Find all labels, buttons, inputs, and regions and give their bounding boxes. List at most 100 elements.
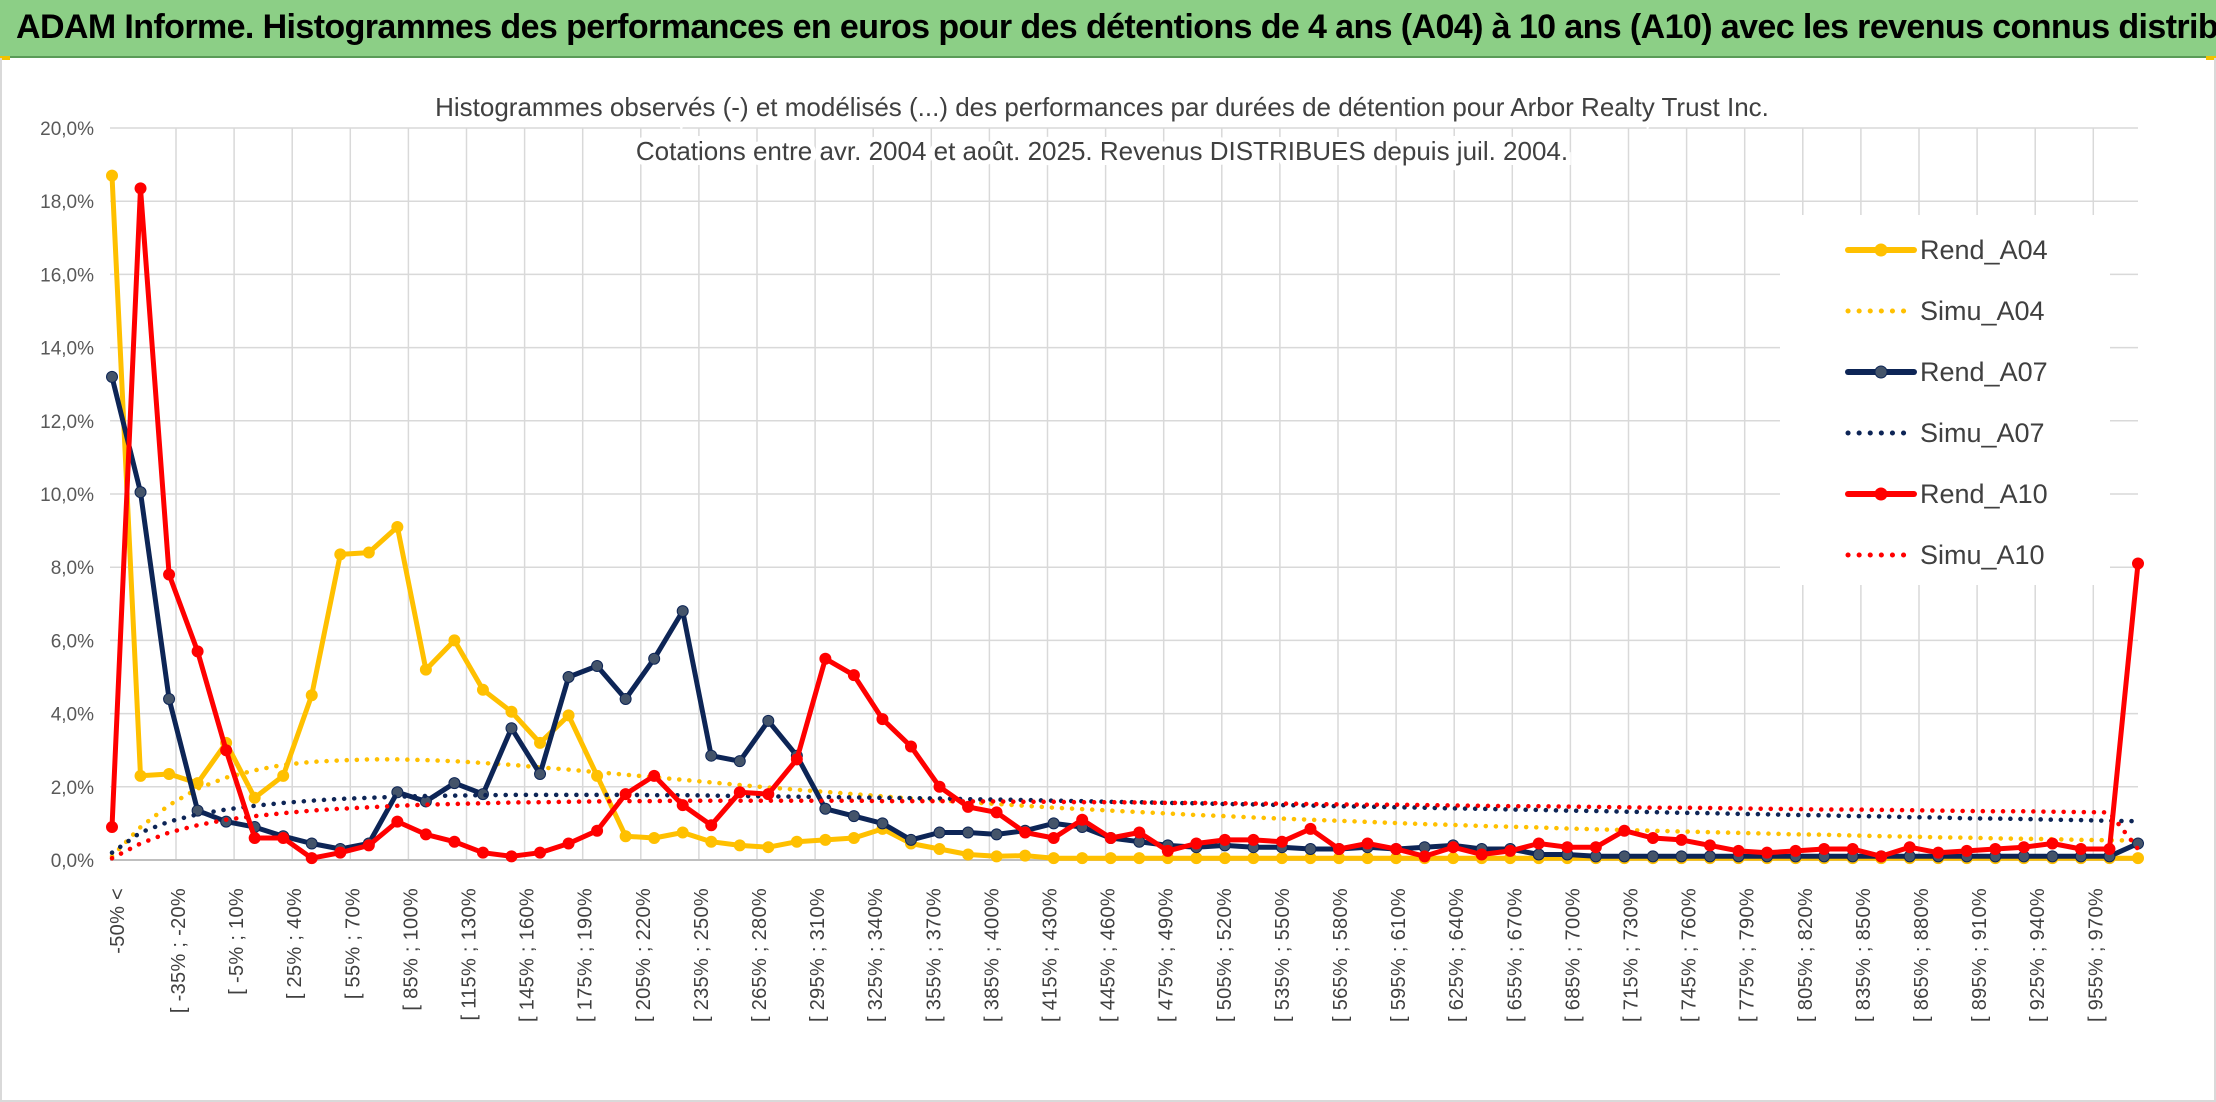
legend-label: Simu_A04 xyxy=(1920,296,2045,326)
data-point-rend-a04 xyxy=(305,689,318,702)
data-point-rend-a10 xyxy=(277,832,290,845)
data-point-rend-a10 xyxy=(1218,833,1231,846)
data-point-rend-a10 xyxy=(1076,813,1089,826)
data-point-rend-a10 xyxy=(1275,835,1288,848)
legend-marker xyxy=(1874,243,1888,257)
x-tick-label: [ 805% ; 820% xyxy=(1795,888,1817,1022)
data-point-rend-a10 xyxy=(1019,826,1032,839)
data-point-rend-a10 xyxy=(448,835,461,848)
series-line-simu-a07 xyxy=(109,792,2141,855)
data-point-rend-a07 xyxy=(591,660,604,673)
legend-label: Rend_A07 xyxy=(1920,357,2048,387)
data-point-rend-a04 xyxy=(476,683,489,696)
data-point-rend-a10 xyxy=(1161,844,1174,857)
data-point-rend-a04 xyxy=(1361,852,1374,865)
y-tick-label: 18,0% xyxy=(40,192,94,213)
corner-accent-left xyxy=(0,56,10,60)
data-point-rend-a04 xyxy=(1133,852,1146,865)
data-point-rend-a10 xyxy=(1703,839,1716,852)
data-point-rend-a10 xyxy=(648,769,661,782)
x-tick-label: [ 475% ; 490% xyxy=(1156,888,1178,1022)
data-point-rend-a10 xyxy=(962,800,975,813)
axis-layer: 0,0% 2,0% 4,0% 6,0% 8,0% 10,0% 12,0% 14,0% 16,0%… xyxy=(40,119,2138,1022)
data-point-rend-a10 xyxy=(1418,850,1431,863)
data-point-rend-a10 xyxy=(1304,822,1317,835)
data-point-rend-a10 xyxy=(2017,841,2030,854)
data-point-rend-a07 xyxy=(534,767,547,780)
data-point-rend-a10 xyxy=(1104,832,1117,845)
data-point-rend-a07 xyxy=(933,826,946,839)
data-point-rend-a04 xyxy=(676,826,689,839)
data-point-rend-a10 xyxy=(248,832,261,845)
x-tick-label: [ 505% ; 520% xyxy=(1214,888,1236,1022)
y-tick-label: 12,0% xyxy=(40,412,94,433)
data-point-rend-a10 xyxy=(733,786,746,799)
data-point-rend-a10 xyxy=(391,815,404,828)
data-point-rend-a10 xyxy=(1675,833,1688,846)
legend-label: Rend_A04 xyxy=(1920,235,2048,265)
y-tick-label: 8,0% xyxy=(51,558,94,579)
data-point-rend-a07 xyxy=(562,671,575,683)
data-point-rend-a04 xyxy=(534,736,547,749)
x-tick-label: [ 655% ; 670% xyxy=(1504,888,1526,1022)
series-layer xyxy=(106,169,2144,865)
x-tick-label: [ 295% ; 310% xyxy=(807,888,829,1022)
data-point-rend-a04 xyxy=(962,848,975,861)
data-point-rend-a04 xyxy=(1247,852,1260,865)
data-point-rend-a04 xyxy=(2132,852,2144,865)
data-point-rend-a10 xyxy=(163,568,176,581)
x-tick-label: [ 835% ; 850% xyxy=(1853,888,1875,1022)
data-point-rend-a10 xyxy=(2103,843,2116,856)
data-point-rend-a10 xyxy=(819,652,832,665)
data-point-rend-a04 xyxy=(419,663,432,676)
data-point-rend-a07 xyxy=(305,837,318,850)
data-point-rend-a04 xyxy=(648,832,661,845)
data-point-rend-a07 xyxy=(1703,850,1716,863)
chart-title: Histogrammes observés (-) et modélisés (… xyxy=(435,92,1769,122)
x-tick-label: [ 235% ; 250% xyxy=(691,888,713,1022)
data-point-rend-a10 xyxy=(1989,843,2002,856)
data-point-rend-a10 xyxy=(2046,837,2059,850)
data-point-rend-a04 xyxy=(819,833,832,846)
y-tick-label: 2,0% xyxy=(51,778,94,799)
data-point-rend-a07 xyxy=(904,833,917,846)
legend: Rend_A04 Simu_A04 Rend_A07 Simu_A07 Rend_A10… xyxy=(1780,215,2110,585)
data-point-rend-a07 xyxy=(2046,850,2059,863)
data-point-rend-a04 xyxy=(562,709,575,722)
data-point-rend-a10 xyxy=(933,780,946,793)
y-tick-label: 6,0% xyxy=(51,631,94,652)
data-point-rend-a10 xyxy=(419,828,432,841)
data-point-rend-a04 xyxy=(1076,852,1089,865)
data-point-rend-a04 xyxy=(362,546,375,559)
data-point-rend-a04 xyxy=(448,634,461,647)
y-tick-label: 14,0% xyxy=(40,339,94,360)
data-point-rend-a07 xyxy=(733,755,746,768)
legend-marker xyxy=(1874,487,1888,501)
x-tick-label: [ 535% ; 550% xyxy=(1272,888,1294,1022)
data-point-rend-a10 xyxy=(1589,841,1602,854)
chart-subtitle: Cotations entre avr. 2004 et août. 2025.… xyxy=(636,136,1568,166)
data-point-rend-a10 xyxy=(106,821,118,834)
data-point-rend-a10 xyxy=(847,669,860,682)
data-point-rend-a10 xyxy=(1732,844,1745,857)
x-tick-label: [ 115% ; 130% xyxy=(459,888,481,1021)
legend-label: Rend_A10 xyxy=(1920,479,2048,509)
data-point-rend-a04 xyxy=(1104,852,1117,865)
data-point-rend-a10 xyxy=(1875,850,1888,863)
data-point-rend-a10 xyxy=(1789,844,1802,857)
chart-frame xyxy=(0,58,2216,1102)
data-point-rend-a07 xyxy=(163,692,176,705)
data-point-rend-a10 xyxy=(1361,837,1374,850)
data-point-rend-a04 xyxy=(248,791,261,804)
x-tick-label: [ 745% ; 760% xyxy=(1679,888,1701,1022)
data-point-rend-a10 xyxy=(1390,843,1403,856)
data-point-rend-a07 xyxy=(705,749,718,762)
x-tick-label: [ 205% ; 220% xyxy=(633,888,655,1022)
data-point-rend-a10 xyxy=(705,819,718,832)
data-point-rend-a04 xyxy=(391,520,404,533)
x-tick-label: [ 715% ; 730% xyxy=(1621,888,1643,1022)
data-point-rend-a10 xyxy=(220,744,233,757)
data-point-rend-a10 xyxy=(2074,843,2087,856)
x-tick-label: [ 565% ; 580% xyxy=(1330,888,1352,1022)
